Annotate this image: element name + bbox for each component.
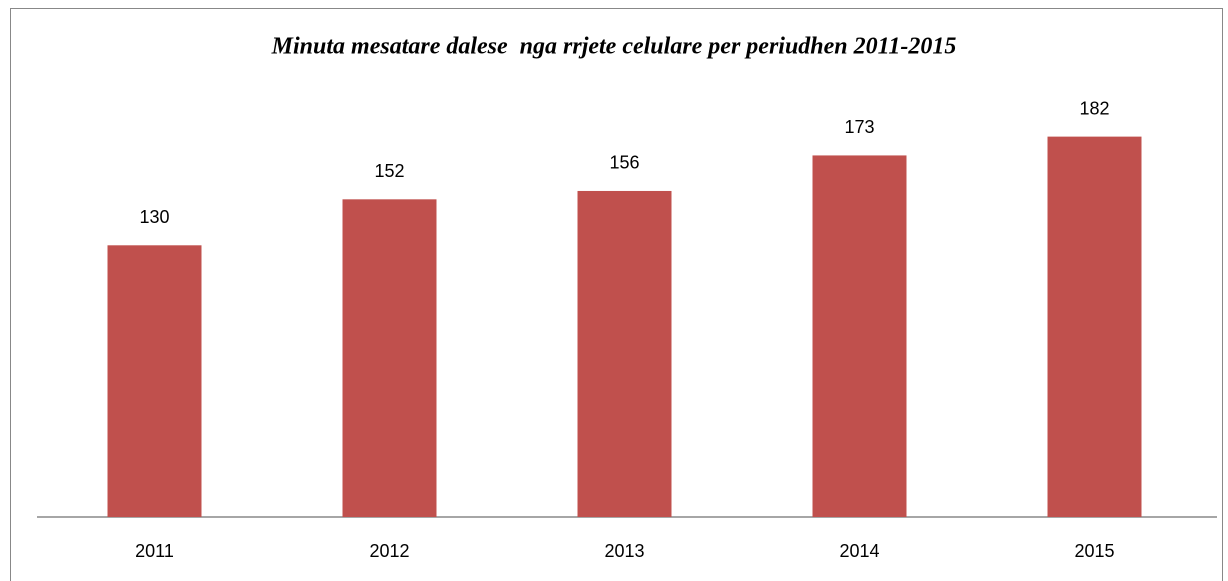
- data-label: 173: [844, 117, 874, 137]
- bar: [577, 190, 672, 517]
- bar: [342, 199, 437, 517]
- x-tick-label: 2014: [839, 541, 879, 561]
- bar: [1047, 136, 1142, 517]
- x-tick-label: 2013: [604, 541, 644, 561]
- chart-title: Minuta mesatare dalese nga rrjete celula…: [271, 34, 957, 60]
- data-label: 130: [139, 207, 169, 227]
- data-label: 156: [609, 153, 639, 173]
- x-tick-label: 2012: [369, 541, 409, 561]
- data-label: 182: [1079, 98, 1109, 118]
- bar: [107, 245, 202, 518]
- data-label: 152: [374, 161, 404, 181]
- x-tick-label: 2011: [135, 541, 174, 561]
- bar: [812, 155, 907, 517]
- x-tick-label: 2015: [1074, 541, 1114, 561]
- chart-border: [10, 8, 1223, 581]
